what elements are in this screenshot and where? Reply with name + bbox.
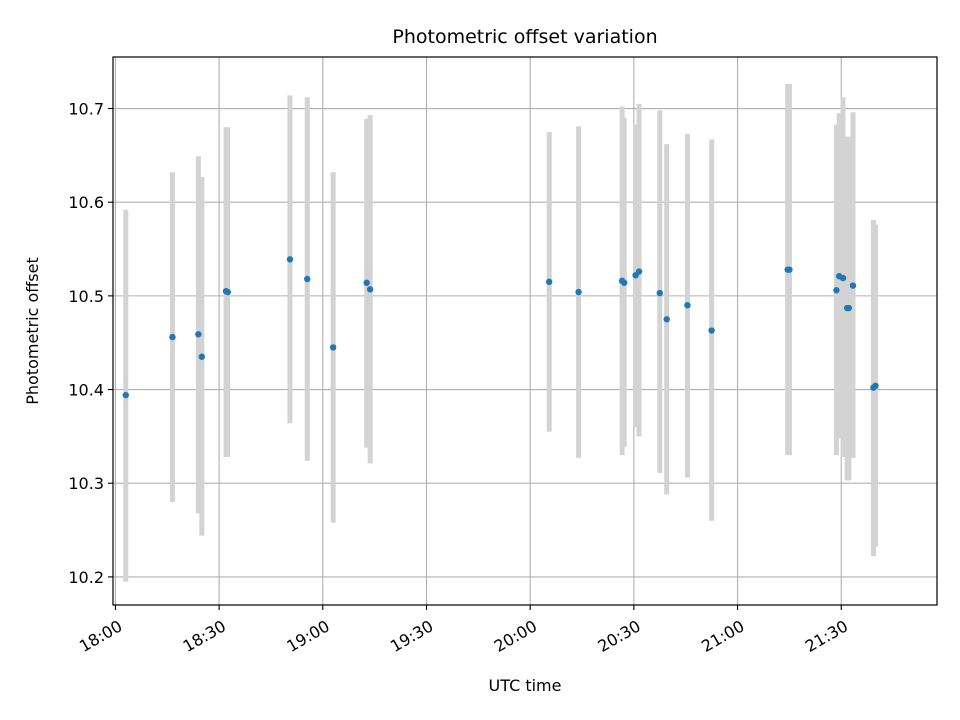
y-tick-label: 10.4	[68, 381, 104, 400]
data-point	[663, 316, 670, 323]
y-tick-label: 10.2	[68, 568, 104, 587]
data-point	[363, 279, 370, 286]
data-point	[195, 331, 202, 338]
data-point	[575, 288, 582, 296]
data-point	[708, 327, 715, 334]
data-point	[656, 289, 663, 297]
y-tick-label: 10.5	[68, 287, 104, 306]
plot-frame	[112, 56, 938, 606]
data-point	[684, 302, 691, 309]
data-point	[845, 304, 853, 312]
data-point	[620, 279, 628, 286]
chart-title: Photometric offset variation	[392, 26, 657, 48]
point-layer	[122, 256, 879, 399]
data-point	[786, 266, 793, 273]
data-point	[833, 287, 840, 294]
data-point	[329, 344, 337, 351]
y-tick-label: 10.3	[68, 474, 104, 493]
x-axis-label: UTC time	[489, 676, 562, 695]
data-point	[122, 391, 129, 399]
y-tick-label: 10.6	[68, 193, 104, 212]
data-point	[849, 282, 857, 289]
data-point	[169, 333, 176, 341]
data-point	[545, 278, 553, 286]
data-point	[872, 382, 879, 389]
data-point	[224, 288, 231, 296]
y-axis-label: Photometric offset	[23, 257, 42, 405]
data-point	[366, 286, 374, 293]
data-point	[198, 353, 206, 360]
y-tick-label: 10.7	[68, 100, 104, 119]
data-point	[304, 275, 311, 283]
data-point	[839, 274, 847, 282]
data-point	[286, 256, 294, 263]
data-point	[635, 268, 643, 275]
